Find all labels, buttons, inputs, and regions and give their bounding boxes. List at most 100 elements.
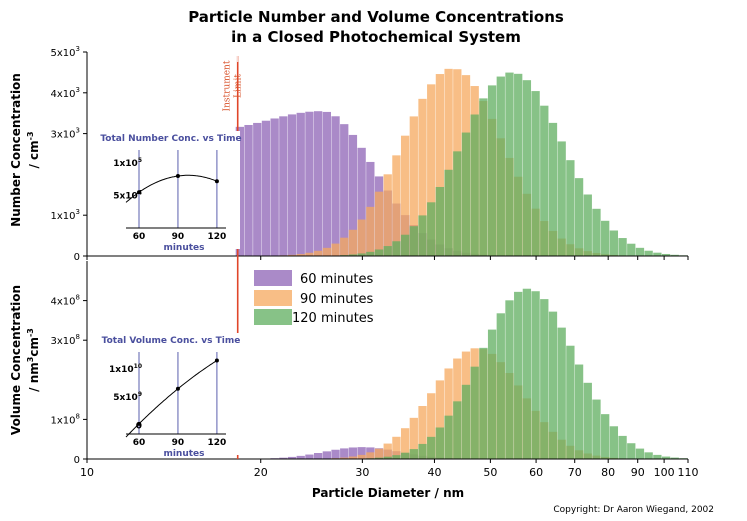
volume-panel-y-tick-label: 4x108 — [51, 294, 80, 308]
number-inset-point — [136, 190, 141, 195]
volume-panel-bar-60-minutes — [331, 449, 340, 459]
volume-panel-y-tick-label: 1x108 — [51, 412, 80, 426]
number-y-axis-unit: / cm-3 — [26, 131, 41, 168]
volume-panel-bar-120-minutes — [383, 456, 392, 459]
number-panel-bar-120-minutes — [418, 215, 427, 256]
number-inset-title: Total Number Conc. vs Time — [100, 134, 241, 144]
instrument-limit-label-2: Limit — [234, 74, 244, 98]
number-inset-x-tick-label: 90 — [172, 232, 185, 242]
number-panel-bar-60-minutes — [322, 111, 331, 257]
number-panel-bar-120-minutes — [540, 105, 549, 256]
number-panel-bar-60-minutes — [305, 111, 314, 256]
volume-panel-bar-120-minutes — [653, 454, 662, 459]
number-panel-bar-60-minutes — [244, 124, 253, 257]
number-inset-x-tick-label: 60 — [133, 232, 146, 242]
number-panel-bar-90-minutes — [418, 98, 427, 256]
number-panel-bar-120-minutes — [366, 251, 375, 256]
legend-swatch-90-minutes — [254, 290, 292, 306]
number-panel-bar-120-minutes — [635, 247, 645, 256]
number-panel-bar-120-minutes — [427, 202, 436, 256]
number-inset-x-tick-label: 120 — [208, 232, 227, 242]
number-panel-bar-120-minutes — [670, 254, 679, 256]
volume-panel-bar-90-minutes — [400, 428, 410, 459]
legend-label-120-minutes: 120 minutes — [292, 311, 374, 326]
volume-panel-bar-120-minutes — [583, 382, 592, 459]
volume-panel-bar-120-minutes — [496, 313, 505, 459]
number-panel-bar-90-minutes — [296, 254, 305, 256]
volume-panel-bar-120-minutes — [635, 448, 645, 459]
volume-panel-bar-90-minutes — [366, 452, 375, 459]
number-panel-bar-120-minutes — [601, 220, 610, 256]
volume-panel-bar-120-minutes — [557, 327, 566, 459]
volume-panel-bar-90-minutes — [374, 448, 384, 459]
x-tick-label: 50 — [483, 466, 497, 479]
number-inset-curve — [125, 174, 218, 203]
number-panel-bar-120-minutes — [383, 246, 392, 256]
number-panel-bar-120-minutes — [357, 253, 366, 256]
number-panel-bar-120-minutes — [409, 226, 418, 256]
volume-panel-bar-120-minutes — [435, 427, 445, 459]
number-panel-bar-120-minutes — [574, 178, 584, 256]
volume-panel-bar-120-minutes — [400, 452, 410, 459]
volume-panel-bar-60-minutes — [340, 448, 349, 459]
number-panel-bar-60-minutes — [357, 147, 366, 256]
x-tick-label: 60 — [529, 466, 543, 479]
number-panel-bar-120-minutes — [557, 141, 566, 256]
legend-label-90-minutes: 90 minutes — [300, 292, 374, 307]
number-panel-bar-60-minutes — [287, 114, 297, 257]
volume-panel-bar-60-minutes — [348, 447, 358, 459]
volume-inset-point — [136, 421, 141, 426]
number-panel-bar-120-minutes — [548, 122, 558, 256]
number-panel-bar-90-minutes — [409, 116, 418, 257]
volume-panel-bar-120-minutes — [418, 443, 427, 459]
instrument-limit-label: Instrument — [223, 60, 233, 111]
number-panel-bar-120-minutes — [644, 250, 653, 256]
volume-inset: Total Volume Conc. vs Time 60 90 120 0 5x109 1… — [90, 333, 240, 459]
number-panel-bar-60-minutes — [253, 122, 262, 257]
number-panel-bar-90-minutes — [444, 68, 453, 256]
number-panel-bar-120-minutes — [470, 114, 479, 256]
legend-label-60-minutes: 60 minutes — [300, 272, 374, 287]
volume-panel-y-tick-label: 3x108 — [51, 333, 80, 347]
number-panel-bar-120-minutes — [400, 234, 410, 256]
number-panel-bar-120-minutes — [348, 254, 358, 256]
volume-inset-x-tick-label: 90 — [172, 438, 185, 448]
volume-panel-bar-120-minutes — [531, 291, 540, 459]
number-panel-bar-120-minutes — [461, 132, 471, 256]
volume-panel-bar-120-minutes — [470, 366, 479, 459]
volume-inset-point — [175, 386, 180, 391]
x-axis-label: Particle Diameter / nm — [312, 486, 464, 500]
number-panel-bar-120-minutes — [392, 241, 401, 256]
number-panel-bar-120-minutes — [618, 238, 627, 256]
volume-panel-bar-90-minutes — [348, 456, 358, 459]
number-panel-bar-90-minutes — [435, 74, 445, 256]
number-panel-bar-90-minutes — [331, 243, 340, 256]
volume-panel-bar-120-minutes — [627, 443, 636, 459]
number-panel-bar-60-minutes — [331, 116, 340, 256]
volume-panel-bar-90-minutes — [340, 457, 349, 459]
volume-panel-bar-120-minutes — [644, 452, 653, 459]
x-tick-label: 90 — [631, 466, 645, 479]
volume-panel-bar-60-minutes — [313, 453, 323, 459]
volume-panel-bar-60-minutes — [279, 457, 288, 459]
number-panel-bar-90-minutes — [400, 135, 410, 256]
volume-panel-bar-90-minutes — [409, 417, 418, 459]
number-panel-bar-90-minutes — [287, 254, 297, 256]
x-tick-label: 10 — [80, 466, 94, 479]
volume-panel-bar-120-minutes — [601, 414, 610, 459]
number-panel-bar-120-minutes — [487, 85, 497, 256]
number-panel-y-tick-label: 5x103 — [51, 45, 80, 59]
volume-panel-bar-90-minutes — [444, 368, 453, 459]
number-panel-bar-60-minutes — [340, 124, 349, 257]
number-inset: Total Number Conc. vs Time60901205x1041x… — [90, 131, 242, 253]
volume-panel-bar-120-minutes — [670, 457, 679, 459]
number-panel-bar-60-minutes — [270, 118, 279, 256]
volume-y-axis-label: Volume Concentration — [9, 285, 23, 435]
number-panel-bar-120-minutes — [453, 151, 462, 256]
x-tick-label: 20 — [254, 466, 268, 479]
volume-panel-bar-120-minutes — [566, 345, 575, 459]
number-inset-y-tick-label: 1x105 — [113, 157, 142, 169]
number-panel-bar-120-minutes — [566, 160, 575, 256]
volume-inset-title: Total Volume Conc. vs Time — [102, 336, 241, 346]
number-panel-bar-60-minutes — [279, 116, 288, 256]
